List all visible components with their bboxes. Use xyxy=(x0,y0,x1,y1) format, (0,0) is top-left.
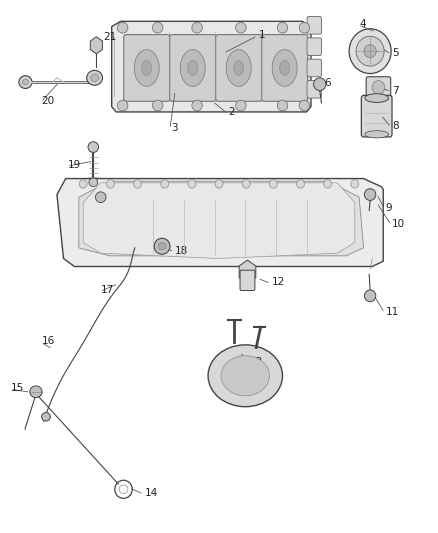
Ellipse shape xyxy=(297,180,304,188)
Text: 13: 13 xyxy=(250,358,263,367)
Ellipse shape xyxy=(79,180,87,188)
Text: 16: 16 xyxy=(42,336,55,346)
Ellipse shape xyxy=(277,100,288,111)
Ellipse shape xyxy=(221,356,269,396)
Ellipse shape xyxy=(161,180,169,188)
Ellipse shape xyxy=(117,100,128,111)
Ellipse shape xyxy=(236,100,246,111)
Ellipse shape xyxy=(280,61,290,75)
Text: 14: 14 xyxy=(145,488,158,498)
Ellipse shape xyxy=(314,78,326,91)
Ellipse shape xyxy=(372,80,385,94)
Text: 7: 7 xyxy=(392,86,399,95)
Polygon shape xyxy=(83,183,355,259)
Ellipse shape xyxy=(349,29,391,74)
Ellipse shape xyxy=(236,22,246,33)
Ellipse shape xyxy=(158,243,166,250)
Ellipse shape xyxy=(19,76,32,88)
Ellipse shape xyxy=(22,79,28,85)
Ellipse shape xyxy=(364,45,376,58)
Ellipse shape xyxy=(117,22,128,33)
Polygon shape xyxy=(90,37,102,54)
Text: 3: 3 xyxy=(171,123,177,133)
Text: 4: 4 xyxy=(359,19,366,29)
Text: 20: 20 xyxy=(42,96,55,106)
Text: 18: 18 xyxy=(175,246,188,255)
Ellipse shape xyxy=(272,50,297,86)
Text: 19: 19 xyxy=(68,160,81,170)
Ellipse shape xyxy=(215,180,223,188)
Text: 10: 10 xyxy=(392,219,405,229)
Text: 15: 15 xyxy=(11,383,24,393)
Ellipse shape xyxy=(89,178,98,187)
Polygon shape xyxy=(79,181,364,256)
Text: 1: 1 xyxy=(258,30,265,39)
FancyBboxPatch shape xyxy=(307,80,321,98)
FancyBboxPatch shape xyxy=(366,77,391,98)
Ellipse shape xyxy=(192,100,202,111)
Ellipse shape xyxy=(134,50,159,86)
Ellipse shape xyxy=(365,94,389,102)
Ellipse shape xyxy=(356,36,384,66)
Ellipse shape xyxy=(299,22,310,33)
Ellipse shape xyxy=(226,50,251,86)
Ellipse shape xyxy=(87,70,102,85)
FancyBboxPatch shape xyxy=(307,17,321,34)
FancyBboxPatch shape xyxy=(170,35,215,101)
FancyBboxPatch shape xyxy=(262,35,307,101)
Text: 9: 9 xyxy=(385,203,392,213)
Ellipse shape xyxy=(192,22,202,33)
FancyBboxPatch shape xyxy=(240,270,255,290)
Ellipse shape xyxy=(269,180,277,188)
Ellipse shape xyxy=(234,61,244,75)
Ellipse shape xyxy=(208,345,283,407)
Ellipse shape xyxy=(142,61,152,75)
Ellipse shape xyxy=(152,22,163,33)
Text: 17: 17 xyxy=(101,286,114,295)
Text: 6: 6 xyxy=(324,78,331,87)
FancyBboxPatch shape xyxy=(215,35,261,101)
Ellipse shape xyxy=(180,50,205,86)
Polygon shape xyxy=(112,21,311,112)
FancyBboxPatch shape xyxy=(307,38,321,55)
Ellipse shape xyxy=(299,100,310,111)
Ellipse shape xyxy=(88,142,99,152)
Ellipse shape xyxy=(30,386,42,398)
Ellipse shape xyxy=(106,180,114,188)
Ellipse shape xyxy=(134,180,141,188)
Text: 11: 11 xyxy=(385,307,399,317)
Text: 12: 12 xyxy=(272,278,285,287)
Ellipse shape xyxy=(364,189,376,200)
FancyBboxPatch shape xyxy=(361,95,392,137)
Ellipse shape xyxy=(42,413,50,421)
FancyBboxPatch shape xyxy=(124,35,170,101)
Ellipse shape xyxy=(242,180,250,188)
Ellipse shape xyxy=(364,290,376,302)
Ellipse shape xyxy=(95,192,106,203)
Ellipse shape xyxy=(351,180,359,188)
Text: 21: 21 xyxy=(103,33,116,42)
Ellipse shape xyxy=(277,22,288,33)
Ellipse shape xyxy=(324,180,332,188)
Polygon shape xyxy=(57,179,383,266)
Ellipse shape xyxy=(188,180,196,188)
Text: 8: 8 xyxy=(392,122,399,131)
Text: 2: 2 xyxy=(228,107,234,117)
Polygon shape xyxy=(239,260,256,284)
Ellipse shape xyxy=(91,74,99,82)
FancyBboxPatch shape xyxy=(307,59,321,77)
Ellipse shape xyxy=(365,131,389,138)
Ellipse shape xyxy=(152,100,163,111)
Ellipse shape xyxy=(154,238,170,254)
Ellipse shape xyxy=(188,61,198,75)
Text: 5: 5 xyxy=(392,49,399,58)
